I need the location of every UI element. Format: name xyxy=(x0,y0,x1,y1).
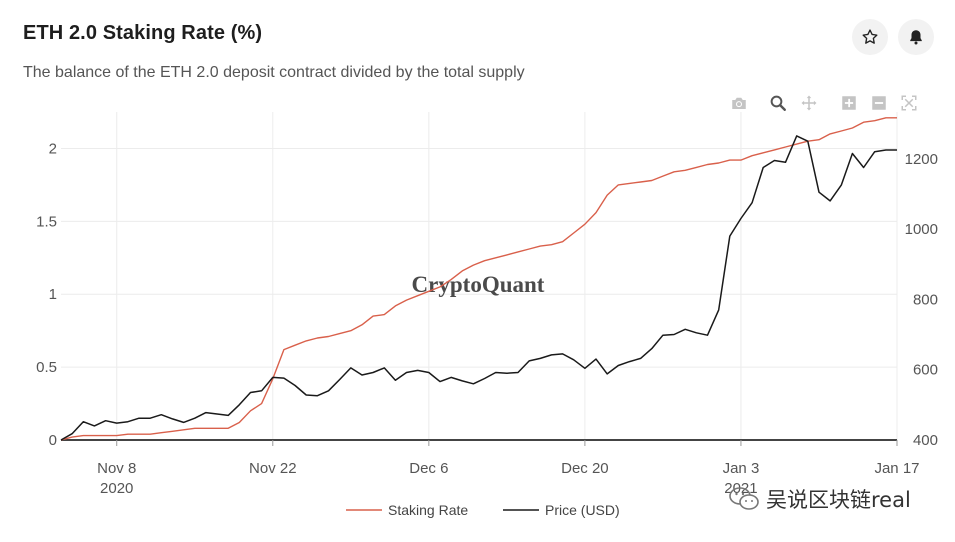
price-line xyxy=(60,135,897,441)
favorite-button[interactable] xyxy=(852,19,888,55)
pan-button[interactable] xyxy=(799,93,819,113)
zoom-icon xyxy=(770,95,786,111)
zoom-out-button[interactable] xyxy=(869,93,889,113)
y-left-tick-label: 0.5 xyxy=(36,359,57,376)
camera-icon xyxy=(732,97,746,109)
star-icon xyxy=(862,29,878,44)
y-right-tick-label: 600 xyxy=(913,362,938,379)
x-tick-label: Nov 22 xyxy=(249,460,297,477)
x-tick-label: Jan 17 xyxy=(874,460,919,477)
bell-icon xyxy=(910,30,922,45)
x-tick-label: Nov 8 xyxy=(97,460,136,477)
y-right-tick-label: 1200 xyxy=(905,151,938,168)
legend: Staking Rate Price (USD) xyxy=(346,502,620,518)
y-left-tick-label: 1.5 xyxy=(36,213,57,230)
chart-subtitle: The balance of the ETH 2.0 deposit contr… xyxy=(23,64,525,81)
y-right-tick-label: 800 xyxy=(913,291,938,308)
alert-button[interactable] xyxy=(898,19,934,55)
staking-rate-line xyxy=(60,117,897,441)
chart-series xyxy=(60,117,897,441)
zoom-in-icon xyxy=(842,96,856,110)
zoom-out-icon xyxy=(872,96,886,110)
chart-grid xyxy=(61,112,898,441)
y-axis-left: 0 0.5 1 1.5 2 xyxy=(36,140,57,449)
y-left-tick-label: 0 xyxy=(49,432,57,449)
page-title: ETH 2.0 Staking Rate (%) xyxy=(23,22,263,44)
y-axis-right: 400 600 800 1000 1200 xyxy=(905,151,938,449)
legend-label: Price (USD) xyxy=(545,502,620,518)
wechat-account-name: 吴说区块链real xyxy=(766,488,911,512)
y-right-tick-label: 400 xyxy=(913,432,938,449)
y-left-tick-label: 1 xyxy=(49,286,57,303)
watermark: CryptoQuant xyxy=(412,272,545,297)
x-tick-sublabel: 2020 xyxy=(100,480,133,497)
autoscale-icon xyxy=(901,95,917,111)
wechat-watermark: 吴说区块链real xyxy=(728,484,911,514)
zoom-in-button[interactable] xyxy=(839,93,859,113)
download-button[interactable] xyxy=(729,93,749,113)
pan-icon xyxy=(801,95,817,111)
y-left-tick-label: 2 xyxy=(49,140,57,157)
autoscale-button[interactable] xyxy=(899,93,919,113)
zoom-button[interactable] xyxy=(768,93,788,113)
wechat-icon xyxy=(729,487,759,510)
y-right-tick-label: 1000 xyxy=(905,221,938,238)
legend-label: Staking Rate xyxy=(388,502,468,518)
x-tick-label: Dec 6 xyxy=(409,460,448,477)
x-tick-label: Dec 20 xyxy=(561,460,609,477)
x-tick-label: Jan 3 xyxy=(723,460,760,477)
